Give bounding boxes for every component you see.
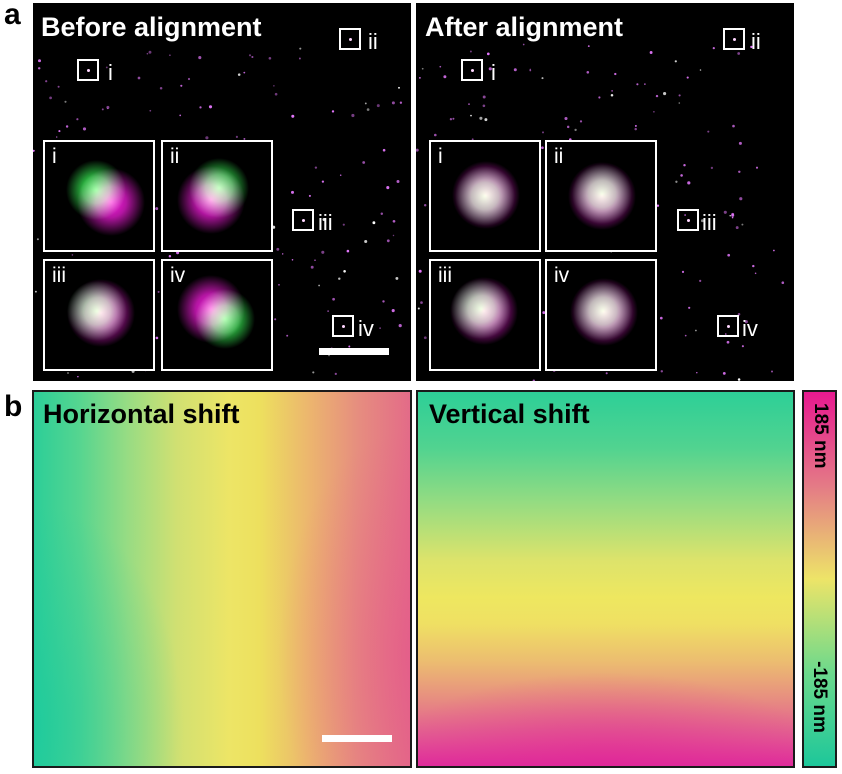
inset-ii: ii [161,140,273,252]
before-alignment-title: Before alignment [41,12,262,42]
inset-label-iv: iv [170,264,186,287]
colorbar-min-label: -185 nm [809,661,830,733]
before-alignment-image: Before alignment i ii iii iv i ii iii iv [33,3,411,381]
after-alignment-image: After alignment i ii iii iv i ii iii iv [416,3,794,381]
horizontal-shift-map: Horizontal shift [32,390,412,768]
inset-label-iv: iv [554,264,570,287]
region-box-i [461,59,483,81]
inset-label-ii: ii [554,145,564,168]
region-label-ii: ii [751,29,761,54]
colorbar: 185 nm -185 nm [802,390,837,768]
region-box-iii [292,209,314,231]
inset-label-iii: iii [52,264,66,287]
region-box-ii [339,28,361,50]
scale-bar [322,735,392,742]
inset-label-i: i [438,145,443,168]
inset-iv: iv [161,259,273,371]
inset-label-i: i [52,145,57,168]
panel-label-a: a [4,0,21,31]
region-label-iv: iv [358,316,374,341]
horizontal-shift-title: Horizontal shift [43,399,240,429]
inset-label-ii: ii [170,145,180,168]
inset-iii: iii [429,259,541,371]
region-label-i: i [491,60,496,85]
region-box-iv [717,315,739,337]
inset-i: i [43,140,155,252]
region-box-i [77,59,99,81]
inset-ii: ii [545,140,657,252]
region-label-iii: iii [318,210,333,235]
region-box-ii [723,28,745,50]
vertical-shift-map: Vertical shift [416,390,795,768]
region-box-iii [677,209,699,231]
after-alignment-title: After alignment [425,12,624,42]
panel-label-b: b [4,390,23,423]
colorbar-max-label: 185 nm [810,403,831,469]
region-label-i: i [108,60,113,85]
inset-iv: iv [545,259,657,371]
vertical-shift-title: Vertical shift [429,399,590,429]
inset-label-iii: iii [438,264,452,287]
region-label-iv: iv [742,316,758,341]
region-label-ii: ii [368,29,378,54]
region-box-iv [332,315,354,337]
inset-i: i [429,140,541,252]
scale-bar [319,348,389,355]
inset-iii: iii [43,259,155,371]
region-label-iii: iii [702,210,717,235]
